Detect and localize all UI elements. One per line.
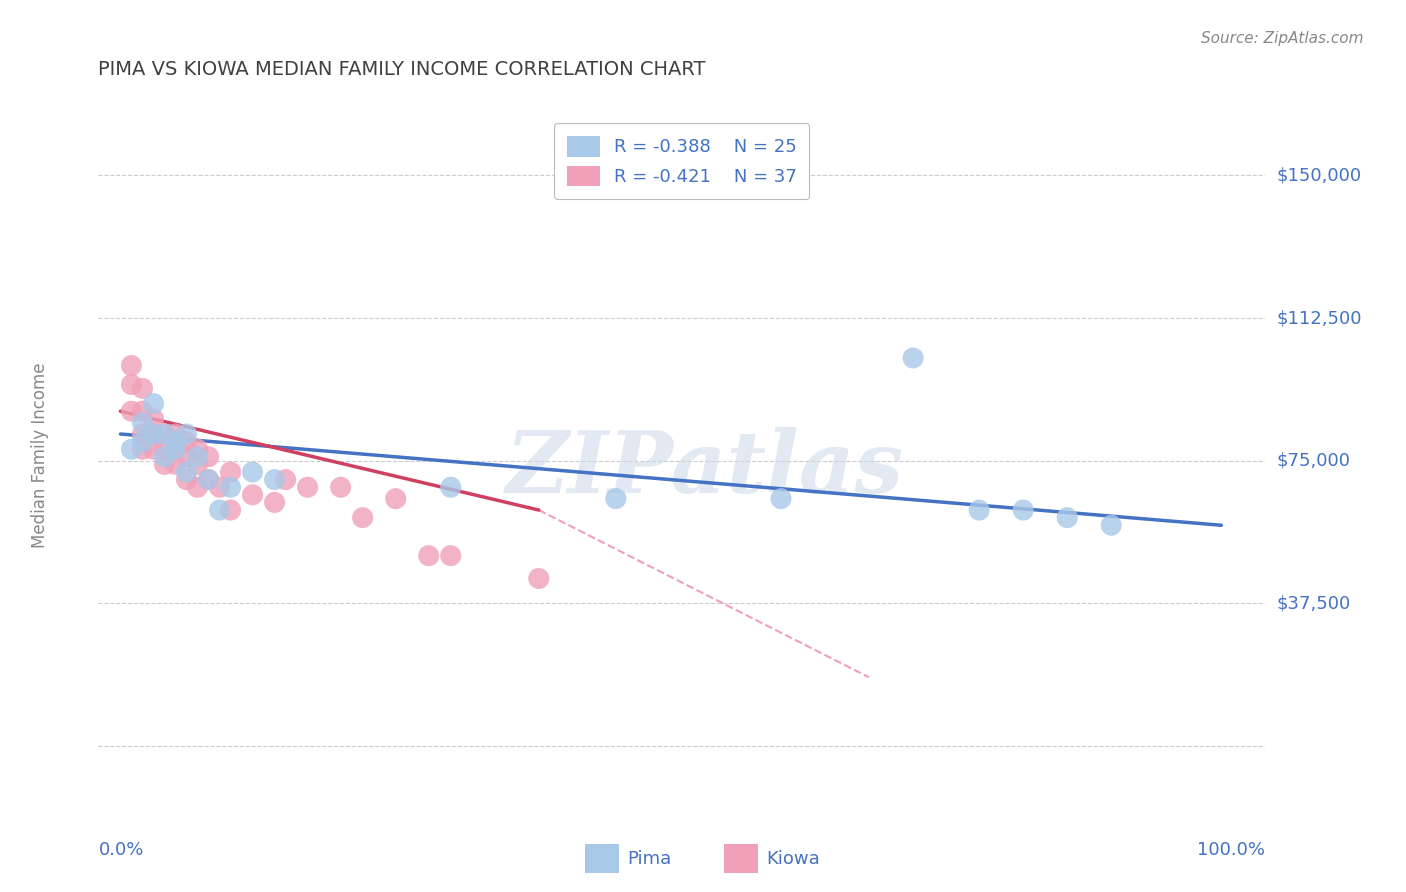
Text: 0.0%: 0.0% (98, 841, 143, 859)
Point (176, 473, 198, 487)
Point (967, 503, 990, 517)
Point (186, 458, 208, 472)
Point (153, 458, 176, 472)
Point (120, 359, 142, 373)
Point (153, 442, 176, 457)
Text: Kiowa: Kiowa (766, 849, 820, 868)
Point (142, 412, 165, 426)
Point (131, 434, 153, 449)
Point (186, 442, 208, 457)
Point (131, 404, 153, 418)
Point (384, 491, 406, 506)
Text: 100.0%: 100.0% (1198, 841, 1265, 859)
Point (197, 450, 219, 464)
Text: $112,500: $112,500 (1277, 309, 1362, 327)
Point (131, 442, 153, 457)
Text: Pima: Pima (627, 849, 671, 868)
Point (219, 503, 242, 517)
Point (605, 491, 627, 506)
Point (208, 503, 231, 517)
Point (197, 473, 219, 487)
Point (186, 480, 208, 494)
Point (165, 427, 187, 442)
Point (186, 450, 208, 464)
Point (197, 473, 219, 487)
Point (176, 465, 198, 479)
Point (440, 549, 463, 563)
Bar (585, 844, 619, 873)
Point (176, 427, 198, 442)
Point (153, 427, 176, 442)
Point (263, 473, 285, 487)
Point (219, 480, 242, 494)
Point (131, 416, 153, 430)
Text: $37,500: $37,500 (1277, 594, 1351, 612)
Text: ZIPatlas: ZIPatlas (506, 427, 904, 510)
Point (142, 442, 165, 457)
Point (142, 427, 165, 442)
Point (242, 465, 264, 479)
Point (901, 351, 924, 365)
Text: Source: ZipAtlas.com: Source: ZipAtlas.com (1201, 31, 1364, 46)
Point (153, 450, 176, 464)
Point (1012, 503, 1035, 517)
Point (165, 458, 187, 472)
Point (1099, 518, 1122, 533)
Point (219, 465, 242, 479)
Point (1056, 510, 1078, 524)
Point (263, 495, 285, 509)
Point (176, 434, 198, 449)
Text: PIMA VS KIOWA MEDIAN FAMILY INCOME CORRELATION CHART: PIMA VS KIOWA MEDIAN FAMILY INCOME CORRE… (98, 60, 706, 79)
Point (120, 442, 142, 457)
Point (352, 510, 374, 524)
Point (165, 442, 187, 457)
Point (120, 404, 142, 418)
Bar (724, 844, 758, 873)
Point (274, 473, 297, 487)
Text: $150,000: $150,000 (1277, 167, 1361, 185)
Point (131, 427, 153, 442)
Point (176, 450, 198, 464)
Point (297, 480, 319, 494)
Point (527, 572, 550, 586)
Point (165, 434, 187, 449)
Point (769, 491, 792, 506)
Point (418, 549, 440, 563)
Point (131, 381, 153, 395)
Point (142, 427, 165, 442)
Text: Median Family Income: Median Family Income (31, 362, 49, 548)
Point (165, 442, 187, 457)
Point (329, 480, 352, 494)
Point (208, 480, 231, 494)
Text: $75,000: $75,000 (1277, 451, 1351, 469)
Point (153, 427, 176, 442)
Point (440, 480, 463, 494)
Point (242, 488, 264, 502)
Legend: R = -0.388    N = 25, R = -0.421    N = 37: R = -0.388 N = 25, R = -0.421 N = 37 (554, 123, 810, 199)
Point (142, 396, 165, 410)
Point (120, 377, 142, 392)
